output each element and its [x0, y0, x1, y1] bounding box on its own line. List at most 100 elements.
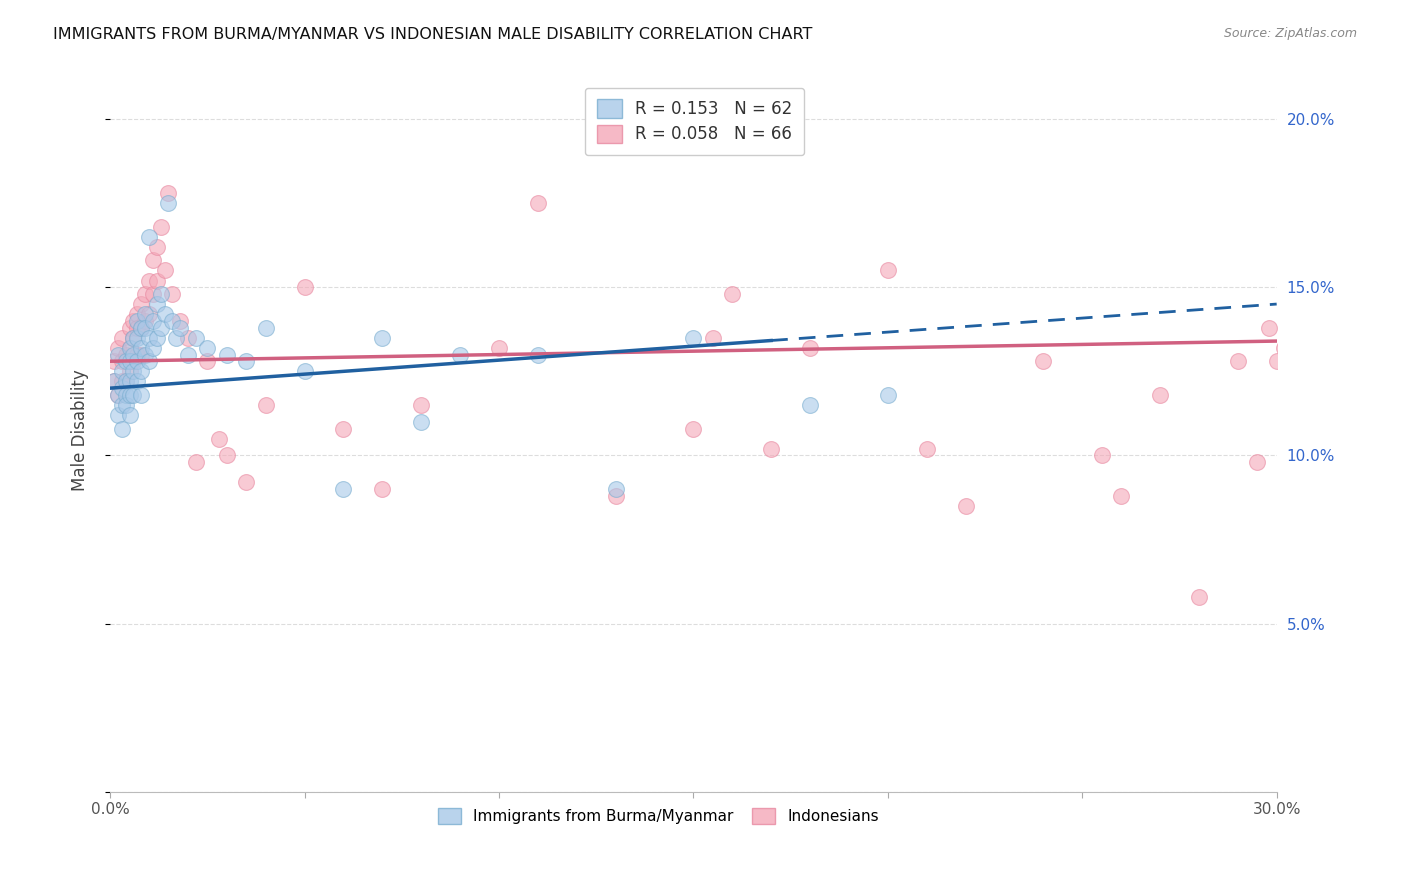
- Point: [254, 398, 277, 412]
- Point: [122, 354, 145, 368]
- Point: [165, 331, 187, 345]
- Point: [682, 421, 704, 435]
- Point: [127, 354, 149, 368]
- Point: [142, 341, 165, 355]
- Point: [215, 449, 238, 463]
- Point: [177, 331, 200, 345]
- Point: [294, 364, 316, 378]
- Point: [142, 287, 165, 301]
- Point: [184, 331, 207, 345]
- Point: [449, 347, 471, 361]
- Point: [1091, 449, 1114, 463]
- Point: [129, 364, 152, 378]
- Point: [129, 388, 152, 402]
- Point: [118, 341, 141, 355]
- Point: [127, 320, 149, 334]
- Point: [149, 320, 172, 334]
- Point: [145, 273, 167, 287]
- Point: [1257, 320, 1279, 334]
- Point: [157, 196, 180, 211]
- Point: [114, 375, 136, 389]
- Point: [122, 388, 145, 402]
- Point: [142, 253, 165, 268]
- Point: [799, 341, 821, 355]
- Point: [799, 398, 821, 412]
- Point: [138, 354, 160, 368]
- Point: [134, 287, 156, 301]
- Point: [721, 287, 744, 301]
- Point: [177, 347, 200, 361]
- Point: [122, 331, 145, 345]
- Point: [527, 196, 550, 211]
- Point: [122, 347, 145, 361]
- Point: [111, 354, 134, 368]
- Point: [127, 331, 149, 345]
- Point: [169, 320, 191, 334]
- Point: [605, 489, 627, 503]
- Point: [127, 314, 149, 328]
- Y-axis label: Male Disability: Male Disability: [72, 369, 89, 491]
- Point: [114, 388, 136, 402]
- Point: [1188, 590, 1211, 604]
- Point: [294, 280, 316, 294]
- Point: [107, 388, 129, 402]
- Point: [127, 307, 149, 321]
- Point: [114, 375, 136, 389]
- Point: [122, 331, 145, 345]
- Point: [111, 375, 134, 389]
- Point: [149, 219, 172, 234]
- Point: [142, 314, 165, 328]
- Point: [1246, 455, 1268, 469]
- Text: Source: ZipAtlas.com: Source: ZipAtlas.com: [1223, 27, 1357, 40]
- Point: [1032, 354, 1054, 368]
- Point: [114, 354, 136, 368]
- Point: [138, 229, 160, 244]
- Point: [122, 364, 145, 378]
- Point: [876, 388, 898, 402]
- Text: IMMIGRANTS FROM BURMA/MYANMAR VS INDONESIAN MALE DISABILITY CORRELATION CHART: IMMIGRANTS FROM BURMA/MYANMAR VS INDONES…: [53, 27, 813, 42]
- Point: [702, 331, 724, 345]
- Point: [122, 314, 145, 328]
- Point: [118, 341, 141, 355]
- Point: [107, 408, 129, 422]
- Point: [1149, 388, 1171, 402]
- Point: [169, 314, 191, 328]
- Point: [118, 320, 141, 334]
- Point: [118, 354, 141, 368]
- Point: [235, 475, 257, 490]
- Point: [103, 375, 125, 389]
- Point: [118, 388, 141, 402]
- Point: [332, 482, 354, 496]
- Point: [195, 354, 218, 368]
- Point: [1109, 489, 1132, 503]
- Point: [111, 398, 134, 412]
- Point: [157, 186, 180, 200]
- Point: [488, 341, 510, 355]
- Point: [111, 364, 134, 378]
- Point: [235, 354, 257, 368]
- Legend: Immigrants from Burma/Myanmar, Indonesians: Immigrants from Burma/Myanmar, Indonesia…: [427, 797, 890, 835]
- Point: [215, 347, 238, 361]
- Point: [103, 354, 125, 368]
- Point: [371, 482, 394, 496]
- Point: [127, 347, 149, 361]
- Point: [605, 482, 627, 496]
- Point: [114, 347, 136, 361]
- Point: [153, 263, 176, 277]
- Point: [162, 287, 184, 301]
- Point: [134, 307, 156, 321]
- Point: [129, 297, 152, 311]
- Point: [876, 263, 898, 277]
- Point: [129, 341, 152, 355]
- Point: [1265, 354, 1288, 368]
- Point: [682, 331, 704, 345]
- Point: [332, 421, 354, 435]
- Point: [759, 442, 782, 456]
- Point: [129, 347, 152, 361]
- Point: [107, 388, 129, 402]
- Point: [371, 331, 394, 345]
- Point: [411, 398, 433, 412]
- Point: [118, 375, 141, 389]
- Point: [1226, 354, 1249, 368]
- Point: [129, 320, 152, 334]
